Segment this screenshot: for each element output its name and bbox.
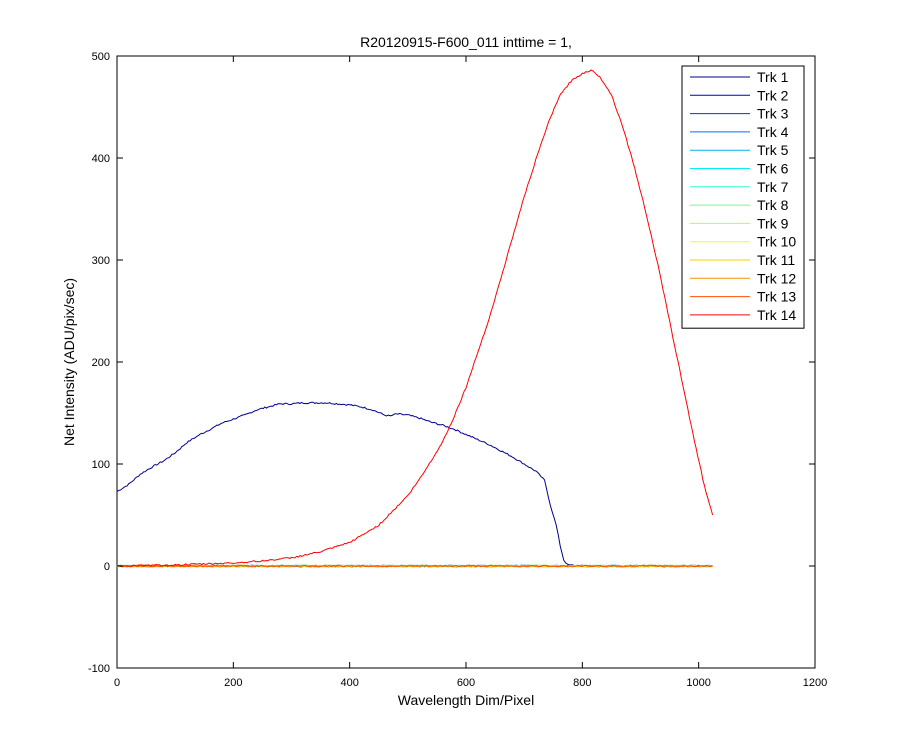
x-axis-label: Wavelength Dim/Pixel — [398, 692, 534, 708]
legend-box — [681, 65, 805, 329]
legend-label: Trk 1 — [757, 69, 789, 85]
y-tick-label: 400 — [92, 153, 110, 165]
tick-layer: 0 200 400 600 800 1000 1200 -100 0 100 200 300 400 50… — [88, 51, 827, 689]
x-tick-label: 400 — [340, 677, 358, 689]
y-tick-label: 300 — [92, 255, 110, 267]
series-line-trk-14 — [116, 69, 714, 568]
legend: Trk 1 Trk 2 Trk 3 Trk 4 Trk 5 Trk 6 Trk 7 Trk 8… — [681, 65, 805, 329]
legend-label: Trk 14 — [757, 307, 796, 323]
x-tick-label: 0 — [114, 677, 120, 689]
legend-label: Trk 2 — [757, 87, 789, 103]
legend-label: Trk 3 — [757, 106, 789, 122]
x-tick-label: 800 — [573, 677, 591, 689]
legend-label: Trk 6 — [757, 161, 789, 177]
chart-title: R20120915-F600_011 inttime = 1, — [360, 34, 572, 50]
legend-label: Trk 13 — [757, 289, 796, 305]
y-tick-label: -100 — [88, 663, 110, 675]
legend-label: Trk 11 — [757, 252, 795, 268]
x-tick-label: 1200 — [803, 677, 827, 689]
y-axis-label: Net Intensity (ADU/pix/sec) — [61, 278, 77, 446]
y-tick-label: 500 — [92, 51, 110, 63]
legend-label: Trk 10 — [757, 234, 796, 250]
y-tick-label: 200 — [92, 357, 110, 369]
legend-label: Trk 4 — [757, 124, 789, 140]
x-tick-label: 1000 — [686, 677, 710, 689]
series-line-trk-13 — [116, 564, 713, 568]
x-tick-label: 200 — [224, 677, 242, 689]
y-tick-label: 100 — [92, 459, 110, 471]
series-layer — [116, 69, 714, 568]
legend-label: Trk 5 — [757, 142, 789, 158]
y-tick-label: 0 — [104, 561, 110, 573]
legend-label: Trk 9 — [757, 215, 789, 231]
legend-label: Trk 12 — [757, 270, 796, 286]
legend-label: Trk 8 — [757, 197, 789, 213]
legend-label: Trk 7 — [757, 179, 789, 195]
x-tick-label: 600 — [457, 677, 475, 689]
